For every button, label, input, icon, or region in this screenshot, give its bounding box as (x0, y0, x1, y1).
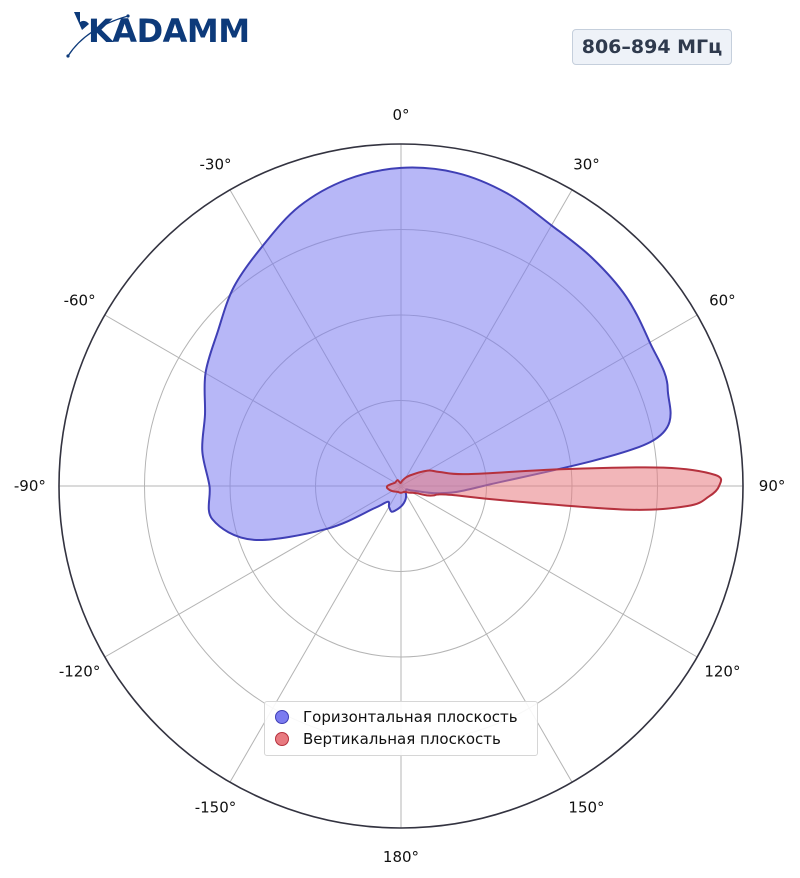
series-horizontal-plane (201, 166, 672, 542)
logo-mark (66, 12, 130, 58)
angle-tick-label-4: 120° (704, 663, 740, 681)
legend-item-vertical: Вертикальная плоскость (275, 728, 529, 750)
legend-swatch-horizontal (275, 710, 289, 724)
legend: Горизонтальная плоскость Вертикальная пл… (264, 701, 538, 756)
logo-text: KADAMM (88, 12, 250, 50)
outer-ring (58, 143, 744, 829)
angle-tick-label-3: 90° (759, 477, 786, 495)
angle-tick-label-0: 0° (392, 106, 409, 124)
polar-series (201, 166, 723, 542)
angle-tick-label-7: -150° (195, 798, 237, 816)
legend-swatch-vertical (275, 732, 289, 746)
series-vertical-plane (385, 466, 723, 511)
legend-label-vertical: Вертикальная плоскость (303, 730, 501, 748)
angle-tick-label-2: 60° (709, 292, 736, 310)
angle-spoke-4 (400, 485, 698, 658)
angle-spoke-7 (229, 485, 402, 783)
angle-tick-label-1: 30° (573, 156, 600, 174)
angle-tick-label-11: -30° (200, 156, 232, 174)
angle-tick-label-6: 180° (383, 848, 419, 866)
angle-tick-label-9: -90° (14, 477, 46, 495)
angle-tick-label-10: -60° (64, 292, 96, 310)
legend-item-horizontal: Горизонтальная плоскость (275, 706, 529, 728)
angle-ticks: 0° 30° 60° 90° 120° 150° 180° -150° -120° -90° -60… (14, 106, 785, 866)
frequency-badge: 806–894 МГц (572, 29, 732, 65)
angle-spoke-5 (400, 485, 573, 783)
kadamm-logo: KADAMM (66, 8, 266, 60)
legend-label-horizontal: Горизонтальная плоскость (303, 708, 518, 726)
angle-tick-label-8: -120° (59, 663, 101, 681)
angle-tick-label-5: 150° (568, 798, 604, 816)
